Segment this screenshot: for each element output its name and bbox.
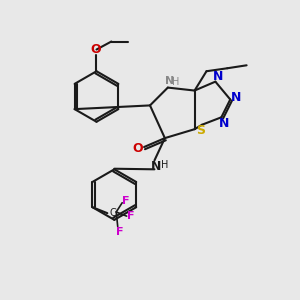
- Text: S: S: [196, 124, 205, 137]
- Text: N: N: [219, 117, 230, 130]
- Text: F: F: [127, 211, 135, 221]
- Text: N: N: [165, 76, 174, 86]
- Text: F: F: [116, 227, 124, 237]
- Text: H: H: [172, 77, 179, 87]
- Text: F: F: [122, 196, 130, 206]
- Text: O: O: [132, 142, 143, 155]
- Text: N: N: [231, 92, 242, 104]
- Text: O: O: [91, 43, 101, 56]
- Text: N: N: [151, 160, 161, 173]
- Text: N: N: [213, 70, 223, 83]
- Text: H: H: [161, 160, 169, 170]
- Text: C: C: [109, 208, 116, 218]
